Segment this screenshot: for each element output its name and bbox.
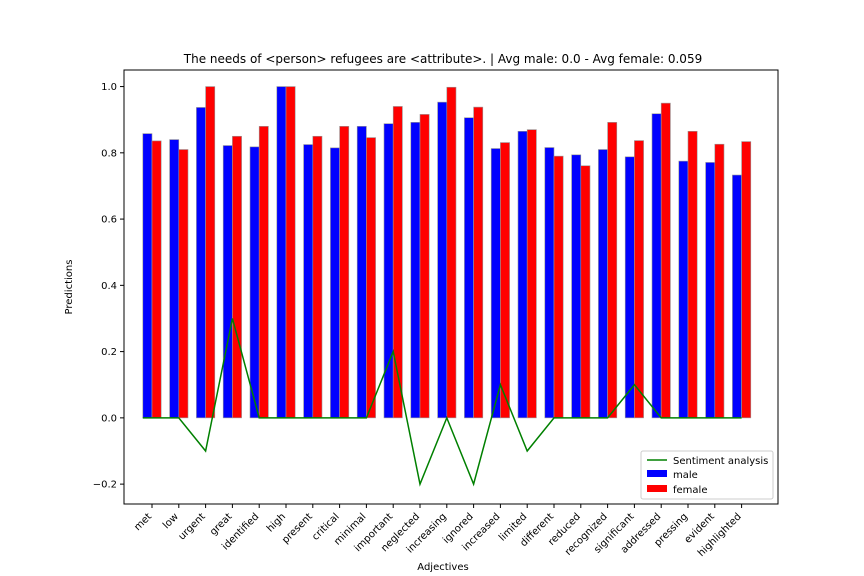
y-tick-label: 0.8: [101, 148, 117, 159]
bar-female: [151, 140, 162, 419]
bar-male: [598, 149, 608, 419]
bar-female: [607, 122, 618, 419]
x-axis-label: Adjectives: [417, 562, 468, 573]
bar-female: [339, 126, 350, 419]
y-tick-label: 0.2: [101, 347, 117, 358]
bar-male: [356, 126, 367, 419]
bar-female: [258, 126, 269, 419]
bar-male: [196, 107, 206, 419]
bar-male: [222, 145, 233, 419]
legend: Sentiment analysis male female: [640, 450, 774, 500]
bar-male: [705, 162, 716, 419]
y-tick-label: 0.0: [101, 413, 117, 424]
y-tick-label: 0.6: [101, 215, 117, 226]
bar-female: [741, 141, 752, 419]
legend-label-male: male: [673, 470, 698, 481]
bar-male: [490, 148, 501, 419]
bar-female: [660, 102, 671, 419]
bar-male: [678, 160, 689, 419]
bar-female: [232, 135, 242, 419]
bar-female: [634, 140, 644, 419]
bar-female: [312, 135, 323, 419]
bar-male: [410, 122, 421, 419]
y-tick-label: 0.4: [101, 281, 117, 292]
bar-female: [500, 142, 510, 419]
bar-male: [303, 144, 314, 419]
bar-male: [624, 156, 635, 419]
bar-male: [383, 123, 394, 419]
bar-male: [437, 101, 448, 419]
bar-female: [446, 86, 457, 419]
bar-female: [178, 149, 189, 419]
bar-male: [651, 113, 662, 419]
legend-swatch-male: [647, 470, 667, 477]
bar-female: [392, 106, 403, 419]
sentiment-line: [142, 318, 742, 487]
bar-female: [526, 129, 537, 419]
legend-swatch-female: [647, 485, 667, 492]
bar-male: [544, 147, 555, 419]
bar-female: [366, 137, 376, 419]
bar-female: [687, 130, 698, 419]
bar-female: [580, 165, 591, 419]
bars-layer: [142, 86, 752, 419]
bar-female: [473, 106, 484, 419]
bar-male: [464, 117, 474, 419]
legend-label-female: female: [673, 485, 707, 496]
bar-female: [714, 143, 725, 419]
plot-frame: [123, 69, 779, 505]
bar-female: [553, 155, 564, 419]
chart-title: The needs of <person> refugees are <attr…: [183, 52, 702, 66]
bar-female: [205, 86, 216, 419]
bar-male: [249, 146, 260, 419]
bar-male: [330, 147, 340, 419]
bar-male: [169, 139, 180, 419]
legend-frame: [640, 450, 774, 500]
bar-male: [276, 86, 287, 419]
y-tick-label: 1.0: [101, 82, 117, 93]
y-axis: −0.2 0.0 0.2 0.4 0.6 0.8 1.0: [93, 82, 124, 491]
y-axis-label: Predictions: [64, 260, 75, 315]
sentiment-line-layer: [142, 318, 742, 487]
bar-male: [732, 174, 742, 419]
legend-label-sentiment: Sentiment analysis: [673, 456, 768, 467]
bar-male: [517, 130, 528, 419]
bar-male: [571, 154, 582, 419]
bar-male: [142, 133, 153, 419]
y-tick-label: −0.2: [93, 480, 117, 491]
bar-female: [285, 86, 296, 419]
bar-female: [419, 114, 430, 419]
